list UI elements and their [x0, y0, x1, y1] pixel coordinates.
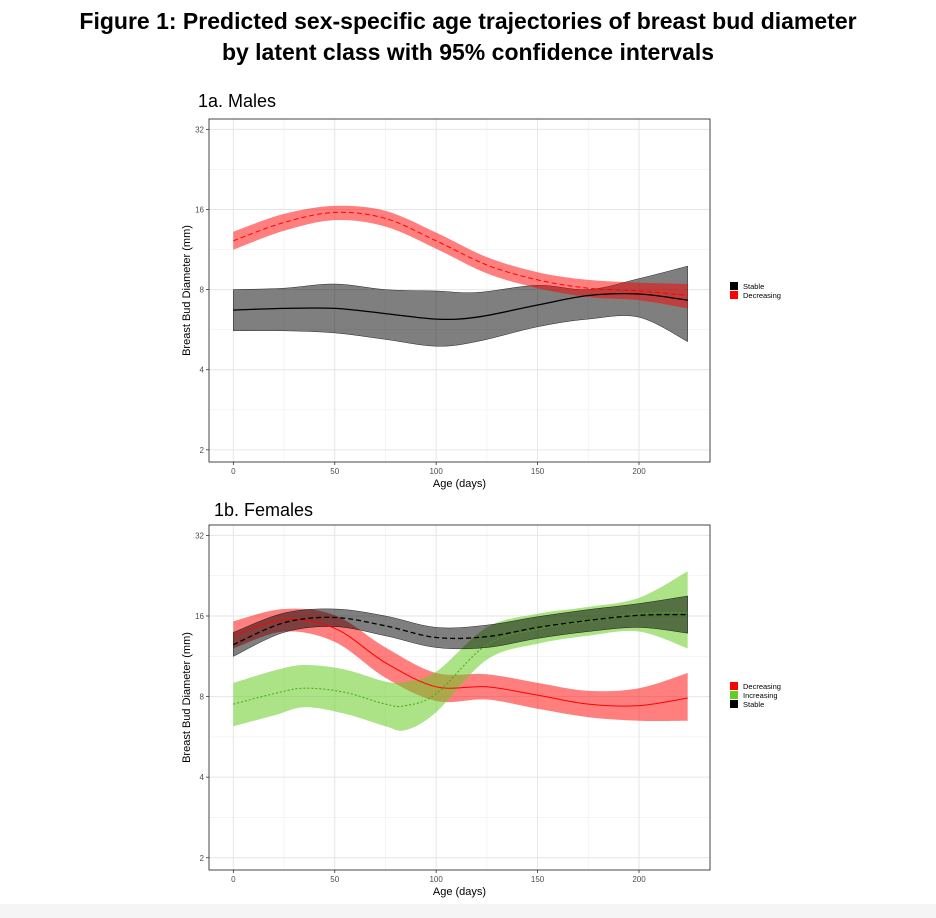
ci-band-decreasing [233, 205, 688, 309]
y-tick-label: 2 [200, 854, 205, 863]
legend-label: Stable [743, 282, 764, 291]
grid-lines [209, 525, 710, 870]
x-tick-label: 50 [330, 875, 339, 884]
chart-panel-females: 0 50 100 150 200 2 4 8 16 32 1b. Females Age (days)… [181, 500, 781, 898]
y-tick-label: 8 [200, 286, 205, 295]
series-line-decreasing [233, 211, 688, 296]
x-tick-label: 200 [632, 467, 646, 476]
y-axis-label: Breast Bud Diameter (mm) [181, 632, 193, 763]
x-tick-label: 150 [531, 875, 545, 884]
x-axis-label: Age (days) [433, 478, 486, 490]
series-line-stable [233, 613, 688, 646]
x-axis-label: Age (days) [433, 886, 486, 898]
y-tick-label: 32 [195, 531, 204, 540]
figure-title-line-2: by latent class with 95% confidence inte… [221, 39, 715, 65]
series-line-stable [233, 292, 688, 321]
series-line-decreasing [233, 618, 688, 707]
chart-panel-males: 0 50 100 150 200 2 4 8 16 32 1a. Males Age (days) Br… [181, 91, 781, 490]
legend-key-stable [730, 282, 738, 290]
y-axis-label: Breast Bud Diameter (mm) [181, 225, 193, 356]
x-tick-label: 50 [330, 467, 339, 476]
bottom-strip [0, 904, 936, 918]
legend-key-stable [730, 700, 738, 708]
ci-band-increasing [233, 571, 688, 731]
legend-key-decreasing [730, 291, 738, 299]
ci-band-stable [233, 595, 688, 657]
series-line-increasing [233, 611, 688, 707]
legend-key-increasing [730, 691, 738, 699]
x-tick-label: 100 [429, 875, 443, 884]
y-tick-label: 4 [200, 773, 205, 782]
y-tick-label: 16 [195, 612, 204, 621]
figure-title: Figure 1: Predicted sex-specific age tra… [0, 6, 936, 68]
x-tick-label: 100 [429, 467, 443, 476]
legend-label: Decreasing [743, 291, 781, 300]
legend-key-decreasing [730, 682, 738, 690]
ci-band-stable [233, 265, 688, 347]
y-tick-label: 8 [200, 693, 205, 702]
y-tick-label: 2 [200, 446, 205, 455]
legend-label: Increasing [743, 691, 778, 700]
legend-label: Stable [743, 700, 764, 709]
panel-title: 1a. Males [198, 91, 276, 111]
y-tick-label: 4 [200, 366, 205, 375]
x-tick-label: 200 [632, 875, 646, 884]
figure-title-line-1: Figure 1: Predicted sex-specific age tra… [79, 8, 857, 34]
ci-band-decreasing [233, 608, 688, 721]
legend-label: Decreasing [743, 682, 781, 691]
x-tick-label: 150 [531, 467, 545, 476]
plot-border [208, 524, 711, 871]
x-tick-label: 0 [231, 875, 236, 884]
x-tick-label: 0 [231, 467, 236, 476]
panel-title: 1b. Females [214, 500, 313, 520]
plot-border [208, 118, 711, 463]
y-tick-label: 16 [195, 205, 204, 214]
y-tick-label: 32 [195, 125, 204, 134]
